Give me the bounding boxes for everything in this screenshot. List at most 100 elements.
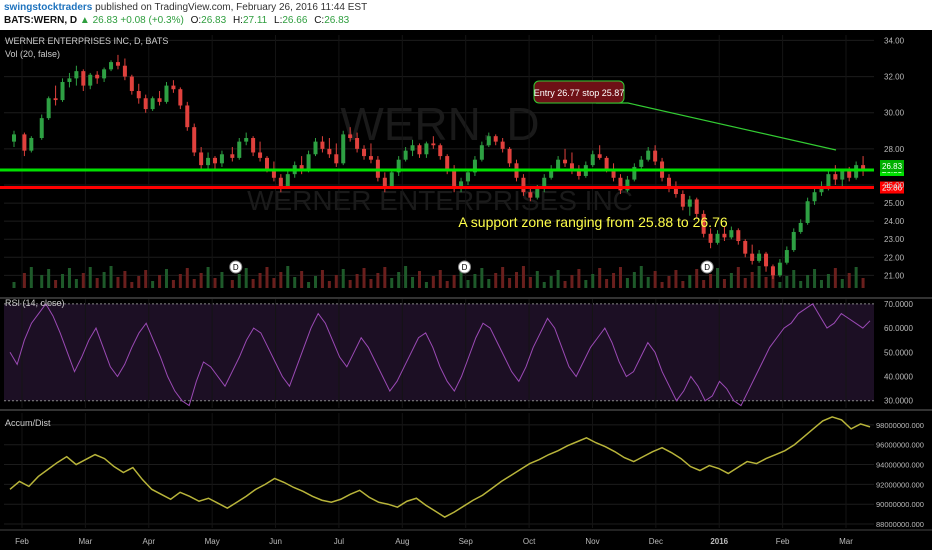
volume-bar (171, 280, 175, 288)
accum-dist-tick-label: 96000000.000 (876, 441, 924, 450)
rsi-grid (4, 299, 874, 408)
volume-bar (178, 274, 182, 288)
volume-bar (22, 273, 26, 288)
candle-body (299, 165, 304, 171)
volume-bar (244, 268, 248, 288)
callout-box (533, 80, 625, 104)
candle-body (81, 71, 86, 86)
candle-body (743, 241, 748, 254)
volume-bar (709, 274, 713, 288)
candle-body (833, 174, 838, 180)
candle-body (701, 213, 706, 234)
candle-body (320, 141, 325, 149)
time-tick-label: Feb (15, 537, 29, 546)
volume-bar (688, 275, 692, 288)
volume-bar (785, 276, 789, 288)
volume-bar (521, 266, 525, 288)
candle-body (563, 159, 568, 164)
candle-body (604, 157, 609, 169)
volume-bar (376, 273, 380, 288)
volume-bar (854, 267, 858, 288)
publisher-link[interactable]: swingstocktraders (4, 2, 93, 13)
publisher-line: swingstocktraders published on TradingVi… (4, 2, 367, 13)
candle-body (646, 150, 651, 160)
volume-bar (757, 266, 761, 288)
rsi-series (9, 302, 871, 407)
volume-bar (487, 279, 491, 288)
volume-bar (625, 278, 629, 288)
volume-bar (116, 277, 120, 288)
candle-body (784, 250, 789, 263)
candle-body (569, 163, 574, 169)
volume-bar (570, 275, 574, 288)
low-value: 26.66 (282, 15, 308, 26)
volume-bar (729, 273, 733, 288)
time-axis[interactable]: Feb Mar Apr May Jun Jul Aug Sep Oct Nov Dec 2016 Feb… (0, 529, 932, 546)
volume-bar (750, 272, 754, 288)
rsi-pane[interactable]: 70.0000 60.0000 50.0000 40.0000 30.0000 RSI … (4, 298, 913, 408)
support-zone-annotation: A support zone ranging from 25.88 to 26.… (458, 214, 728, 230)
candle-body (556, 159, 561, 169)
volume-bar (716, 268, 720, 288)
price-line-badge (880, 181, 904, 194)
watermark-symbol: WERN, D (340, 98, 539, 150)
close-label: C: (314, 15, 325, 26)
volume-bar (341, 269, 345, 288)
symbol-label[interactable]: BATS:WERN, D (4, 15, 78, 26)
dividend-marker (229, 260, 243, 274)
candle-body (639, 159, 644, 167)
volume-bar (397, 272, 401, 288)
volume-bar (67, 268, 71, 288)
volume-bar (563, 281, 567, 288)
volume-bar (667, 276, 671, 288)
candle-body (507, 148, 512, 164)
volume-bar (591, 274, 595, 288)
volume-bar (40, 275, 44, 288)
volume-bar (192, 279, 196, 288)
callout-text: Entry 26.77 stop 25.87 (534, 88, 625, 98)
volume-bar (390, 278, 394, 288)
volume-bar (473, 274, 477, 288)
accum-dist-pane[interactable]: 98000000.000 96000000.000 94000000.000 9200… (4, 413, 924, 529)
volume-bar (508, 278, 512, 288)
volume-bar (813, 269, 817, 288)
volume-bar (109, 266, 113, 288)
candle-body (805, 201, 810, 223)
candle-body (192, 127, 197, 153)
accum-dist-tick-label: 98000000.000 (876, 421, 924, 430)
price-tick-label: 28.00 (884, 145, 905, 154)
candle-body (185, 105, 190, 128)
rsi-tick-label: 70.0000 (884, 300, 913, 309)
candle-body (479, 145, 484, 160)
dividend-markers[interactable]: DDDD (229, 260, 932, 274)
volume-bar (404, 266, 408, 288)
candle-body (465, 172, 470, 182)
volume-bar (137, 276, 141, 288)
volume-bar (300, 271, 304, 288)
candle-body (535, 188, 540, 198)
price-pane[interactable]: WERN, D WERNER ENTERPRISES INC 26.83 25.8… (0, 35, 932, 288)
candle-body (687, 199, 692, 207)
candle-body (750, 253, 755, 261)
candle-body (12, 134, 16, 142)
entry-callout[interactable]: Entry 26.77 stop 25.87 (533, 80, 837, 151)
price-axis: 34.00 32.00 30.00 28.00 26.00 25.00 24.00 23.00… (884, 36, 905, 280)
published-text: published on TradingView.com, February 2… (95, 2, 368, 13)
candle-body (431, 143, 436, 146)
volume-bar (695, 269, 699, 288)
candle-body (206, 157, 211, 166)
rsi-tick-label: 30.0000 (884, 397, 913, 406)
candle-body (403, 150, 408, 160)
open-label: O: (190, 15, 202, 26)
candle-body (60, 81, 65, 101)
accum-dist-tick-label: 90000000.000 (876, 500, 924, 509)
accum-dist-tick-label: 94000000.000 (876, 461, 924, 470)
chart-area[interactable]: WERN, D WERNER ENTERPRISES INC 26.83 25.8… (0, 30, 932, 550)
candle-body (472, 159, 477, 173)
volume-bar (123, 271, 127, 288)
volume-bar (799, 281, 803, 288)
price-line-label: 25.86 (882, 184, 903, 193)
candle-body (22, 134, 27, 151)
volume-bar (220, 272, 224, 288)
